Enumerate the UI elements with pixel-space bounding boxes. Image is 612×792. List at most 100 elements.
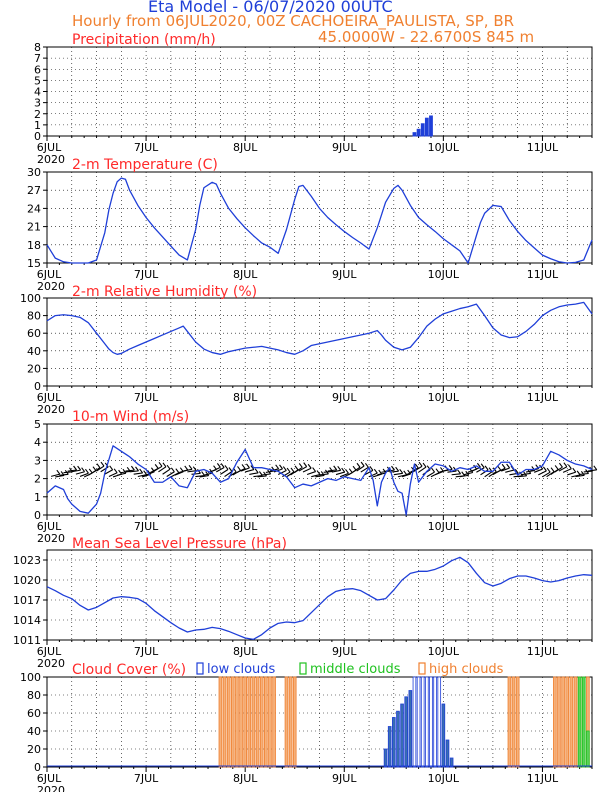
cloud-bar: [230, 676, 235, 768]
cloud-bar: [404, 696, 409, 768]
y-tick-label: 1011: [13, 634, 41, 647]
panel-title: Mean Sea Level Pressure (hPa): [72, 536, 287, 552]
station-coordinates: 45.0000W - 22.6700S 845 m: [318, 28, 535, 46]
y-tick-label: 18: [27, 239, 41, 252]
x-tick-label: 6JUL: [37, 520, 62, 533]
wind-barb-flag: [519, 471, 523, 477]
wind-barb: [418, 466, 427, 473]
y-tick-label: 0: [34, 761, 41, 774]
wind-barb: [352, 466, 361, 473]
wind-barb: [521, 472, 531, 476]
wind-barb-flag: [184, 465, 189, 471]
wind-barb: [273, 468, 283, 473]
cloud-bar: [251, 676, 256, 768]
wind-barb: [67, 469, 77, 472]
wind-barb: [368, 472, 378, 478]
wind-barb-flag: [290, 467, 295, 473]
wind-barb-flag: [391, 465, 395, 471]
x-tick-label: 10JUL: [428, 520, 460, 533]
y-tick-label: 21: [27, 221, 41, 234]
cloud-bar: [573, 676, 578, 768]
wind-barb: [261, 473, 271, 476]
x-tick-label: 11JUL: [527, 520, 559, 533]
y-tick-label: 6: [34, 63, 41, 76]
wind-barb-flag: [192, 466, 197, 471]
cloud-bar: [507, 676, 512, 768]
wind-barb-flag: [294, 465, 299, 471]
wind-barb-flag: [554, 465, 559, 470]
x-tick-label: 9JUL: [332, 391, 357, 404]
wind-barb-flag: [418, 461, 423, 467]
wind-barb-flag: [56, 469, 61, 475]
cloud-bar: [264, 676, 268, 768]
wind-barb-flag: [228, 467, 233, 472]
cloud-bar: [561, 676, 565, 768]
wind-barb-flag: [279, 464, 283, 470]
legend-label: low clouds: [207, 662, 276, 677]
wind-barb-flag: [88, 468, 93, 474]
wind-barb: [311, 474, 321, 478]
wind-barb-flag: [506, 463, 511, 469]
wind-barb: [339, 472, 349, 478]
cloud-bar: [441, 703, 446, 768]
x-tick-label: 10JUL: [428, 645, 460, 658]
y-tick-label: 80: [27, 689, 41, 702]
cloud-bar: [565, 676, 570, 768]
y-tick-label: 20: [27, 362, 41, 375]
y-tick-label: 1017: [13, 594, 41, 607]
wind-barb: [174, 471, 184, 476]
y-tick-label: 1014: [13, 614, 41, 627]
wind-barb-flag: [84, 468, 89, 474]
x-tick-label: 7JUL: [134, 268, 159, 281]
legend-label: middle clouds: [310, 662, 401, 677]
wind-barb: [331, 469, 341, 473]
wind-barb-flag: [298, 463, 303, 468]
wind-barb-flag: [316, 470, 321, 475]
y-tick-label: 4: [34, 86, 41, 99]
wind-barb-flag: [154, 464, 159, 469]
wind-barb-flag: [166, 464, 171, 470]
y-tick-label: 2: [34, 108, 41, 121]
wind-barb: [393, 472, 403, 476]
wind-barb: [96, 465, 105, 472]
wind-barb: [50, 473, 60, 477]
y-tick-label: 80: [27, 310, 41, 323]
wind-barb: [463, 471, 473, 476]
wind-barb-flag: [542, 466, 547, 472]
cloud-bar: [553, 676, 557, 768]
wind-barb-flag: [567, 464, 572, 470]
x-tick-label: 8JUL: [233, 268, 258, 281]
wind-barb-flag: [497, 465, 502, 471]
x-tick-label: 9JUL: [332, 268, 357, 281]
panel-4: 0 1 2 3 4 5 6JUL 7JUL 8JUL 9JUL 10JUL 11JUL 2020 10-m…: [34, 409, 598, 545]
y-tick-label: 24: [27, 202, 41, 215]
cloud-bar: [259, 676, 264, 768]
wind-barb: [55, 474, 65, 478]
wind-barb-flag: [364, 462, 369, 468]
panel-5: 1011 1014 1017 1020 1023 6JUL 7JUL 8JUL 9JUL 10JU…: [13, 536, 593, 670]
wind-barb-flag: [77, 465, 82, 471]
wind-barb: [401, 473, 411, 478]
x-year-label: 2020: [37, 657, 65, 670]
x-tick-label: 9JUL: [332, 645, 357, 658]
cloud-bar: [400, 703, 404, 768]
legend-label: high clouds: [429, 662, 504, 677]
y-tick-label: 100: [20, 671, 41, 684]
wind-barb: [575, 474, 585, 478]
y-tick-label: 40: [27, 345, 41, 358]
wind-barb-flag: [73, 465, 78, 471]
y-tick-label: 5: [34, 418, 41, 431]
chart-title: Eta Model - 06/07/2020 00UTC: [148, 0, 393, 16]
wind-barb-flag: [158, 462, 163, 467]
x-tick-label: 11JUL: [527, 391, 559, 404]
wind-barb-flag: [250, 465, 255, 470]
cloud-bar: [226, 676, 231, 768]
y-tick-label: 3: [34, 97, 41, 110]
wind-barb: [137, 474, 147, 478]
y-tick-label: 0: [34, 509, 41, 522]
wind-barb-flag: [431, 467, 435, 473]
legend-swatch: [299, 662, 307, 675]
y-tick-label: 8: [34, 41, 41, 54]
wind-barb: [360, 466, 369, 473]
